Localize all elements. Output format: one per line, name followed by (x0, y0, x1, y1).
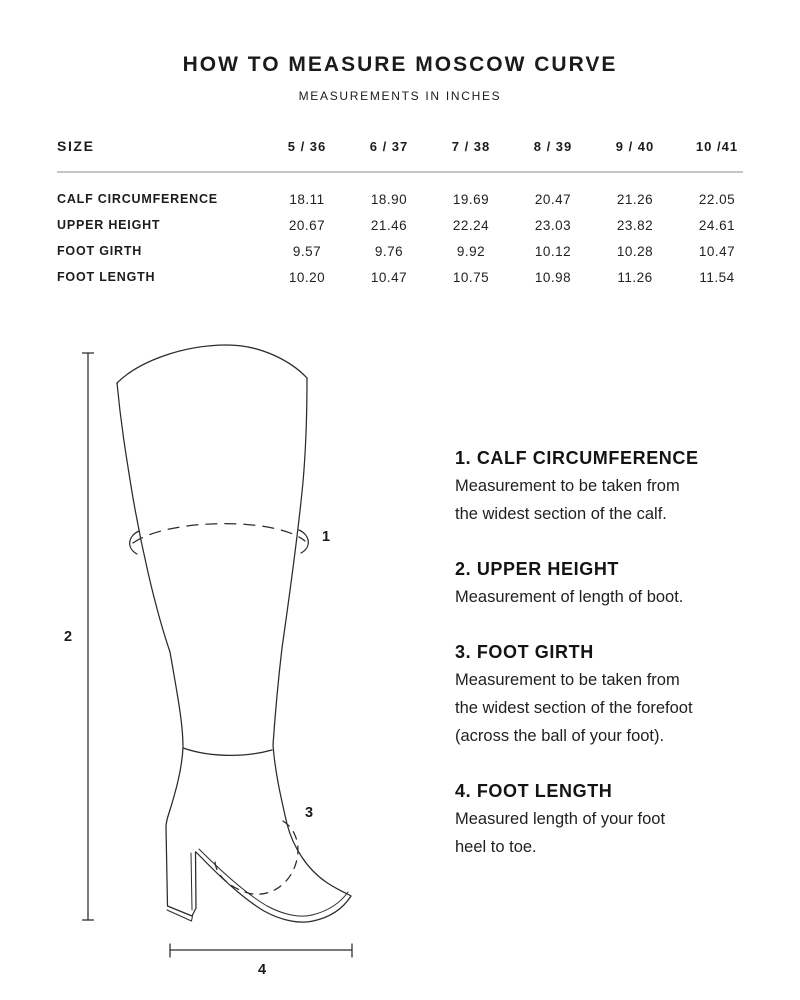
table-cell: 20.67 (288, 217, 326, 233)
row-label: FOOT GIRTH (57, 244, 143, 258)
sole-inner-line (198, 848, 349, 917)
table-cell: 9.57 (292, 243, 322, 259)
section-heading: 2. UPPER HEIGHT (455, 559, 620, 579)
diagram-label-foot-girth: 3 (305, 805, 313, 821)
section-text-line: Measurement to be taken from (455, 671, 680, 689)
table-row: FOOT LENGTH 10.20 10.47 10.75 10.98 11.2… (57, 264, 758, 290)
table-cell: 22.05 (698, 191, 736, 207)
table-cell: 18.90 (370, 191, 408, 207)
table-cell: 21.46 (370, 217, 408, 233)
table-cell: 11.54 (699, 269, 735, 285)
size-chart-header-row: SIZE 5 / 36 6 / 37 7 / 38 8 / 39 9 / 40 … (57, 136, 758, 156)
section-calf-circumference: 1. CALF CIRCUMFERENCE Measurement to be … (455, 444, 785, 528)
calf-ellipse-right-hook (298, 529, 309, 554)
section-heading: 4. FOOT LENGTH (455, 781, 613, 801)
diagram-label-foot-length: 4 (258, 962, 266, 978)
size-option: 10 /41 (695, 138, 739, 154)
section-text-line: Measured length of your foot (455, 810, 666, 828)
table-cell: 10.47 (698, 243, 736, 259)
foot-length-measure-line (169, 943, 353, 958)
heel-base-edge (166, 909, 193, 922)
table-divider (57, 171, 743, 173)
size-option: 5 / 36 (287, 138, 327, 154)
size-option: 8 / 39 (533, 138, 573, 154)
page-subtitle: MEASUREMENTS IN INCHES (298, 89, 502, 103)
foot-girth-dashed-ellipse (214, 820, 299, 895)
table-cell: 10.98 (534, 269, 572, 285)
table-cell: 19.69 (452, 191, 490, 207)
section-foot-girth: 3. FOOT GIRTH Measurement to be taken fr… (455, 638, 785, 750)
table-cell: 10.47 (370, 269, 408, 285)
row-label: CALF CIRCUMFERENCE (57, 192, 218, 206)
row-label: FOOT LENGTH (57, 270, 156, 284)
table-cell: 21.26 (616, 191, 654, 207)
section-text-line: the widest section of the forefoot (455, 699, 693, 717)
boot-top-edge (116, 344, 308, 384)
table-cell: 9.76 (374, 243, 404, 259)
section-text-line: Measurement to be taken from (455, 477, 680, 495)
table-cell: 11.26 (617, 269, 653, 285)
section-text-line: heel to toe. (455, 838, 537, 856)
table-cell: 10.75 (452, 269, 490, 285)
size-chart-body: CALF CIRCUMFERENCE 18.11 18.90 19.69 20.… (57, 186, 758, 290)
boot-back-edge (116, 382, 184, 828)
measurement-descriptions: 1. CALF CIRCUMFERENCE Measurement to be … (455, 444, 785, 861)
table-cell: 10.20 (288, 269, 326, 285)
table-row: FOOT GIRTH 9.57 9.76 9.92 10.12 10.28 10… (57, 238, 758, 264)
page-title: HOW TO MEASURE MOSCOW CURVE (182, 53, 618, 76)
ankle-seam-line (182, 747, 273, 756)
table-cell: 18.11 (289, 191, 325, 207)
section-text-line: Measurement of length of boot. (455, 588, 684, 606)
boot-measurement-diagram: 1 2 3 4 (64, 344, 353, 978)
table-cell: 23.82 (616, 217, 654, 233)
sole-outer-line (195, 851, 352, 923)
table-row: UPPER HEIGHT 20.67 21.46 22.24 23.03 23.… (57, 212, 758, 238)
size-option: 6 / 37 (369, 138, 409, 154)
table-row: CALF CIRCUMFERENCE 18.11 18.90 19.69 20.… (57, 186, 758, 212)
table-cell: 10.12 (534, 243, 572, 259)
table-cell: 9.92 (456, 243, 486, 259)
size-option: 7 / 38 (451, 138, 491, 154)
section-text-line: (across the ball of your foot). (455, 727, 665, 745)
section-text-line: the widest section of the calf. (455, 505, 667, 523)
calf-circumference-dashed-ellipse (132, 523, 306, 544)
section-upper-height: 2. UPPER HEIGHT Measurement of length of… (455, 555, 785, 611)
size-option: 9 / 40 (615, 138, 655, 154)
diagram-label-calf-circumference: 1 (322, 529, 330, 545)
table-cell: 22.24 (452, 217, 490, 233)
section-heading: 3. FOOT GIRTH (455, 642, 594, 662)
size-column-header: SIZE (57, 138, 95, 154)
size-chart-table: SIZE 5 / 36 6 / 37 7 / 38 8 / 39 9 / 40 … (57, 136, 758, 290)
table-cell: 10.28 (616, 243, 654, 259)
table-cell: 23.03 (534, 217, 572, 233)
calf-ellipse-left-hook (129, 530, 140, 555)
section-heading: 1. CALF CIRCUMFERENCE (455, 448, 699, 468)
row-label: UPPER HEIGHT (57, 218, 161, 232)
heel-inner-edge (190, 852, 193, 911)
section-foot-length: 4. FOOT LENGTH Measured length of your f… (455, 777, 785, 861)
upper-height-measure-line (81, 352, 95, 921)
boot-front-edge (272, 377, 352, 897)
table-cell: 24.61 (698, 217, 736, 233)
table-cell: 20.47 (534, 191, 572, 207)
diagram-label-upper-height: 2 (64, 629, 72, 645)
